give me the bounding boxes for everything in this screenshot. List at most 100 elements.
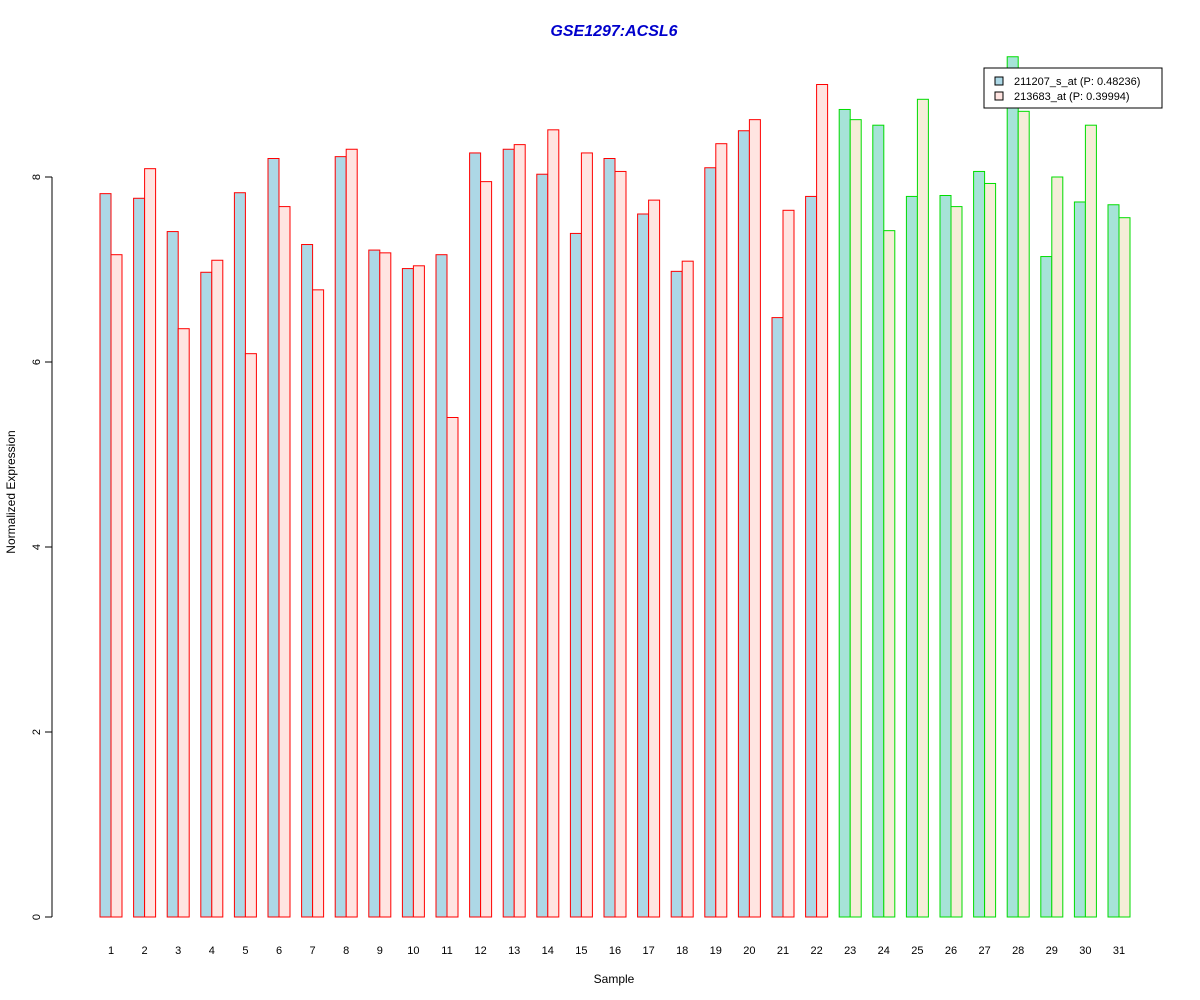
bar-series-2 [211,259,224,918]
bar-series-1 [267,158,280,918]
bar-series-1 [536,173,549,918]
bar-series-2 [883,230,896,918]
bar-series-2 [345,148,358,918]
x-tick-label: 7 [310,945,316,957]
bar-series-1 [133,197,146,918]
x-tick-label: 16 [609,945,621,957]
bar-series-1 [200,271,213,918]
x-tick-label: 9 [377,945,383,957]
x-tick-label: 26 [945,945,957,957]
bar-series-2 [748,119,761,918]
bar-series-1 [166,231,179,918]
bar-series-1 [569,232,582,918]
bar-series-1 [603,158,616,918]
bar-series-2 [1051,176,1064,918]
legend-label-series-2: 213683_at (P: 0.39994) [1014,91,1130,103]
bar-series-1 [99,193,112,918]
bar-series-1 [704,167,717,918]
x-tick-label: 14 [542,945,554,957]
bar-series-1 [737,130,750,918]
bar-series-1 [301,244,314,918]
bar-series-1 [1107,204,1120,918]
y-tick-label: 6 [31,359,43,365]
bar-series-1 [1006,56,1019,918]
y-tick-label: 4 [31,544,43,550]
bar-series-1 [637,213,650,918]
bar-series-2 [110,254,123,918]
legend-box [983,67,1163,109]
bar-series-1 [670,270,683,918]
bar-series-2 [782,209,795,918]
bar-series-1 [872,124,885,918]
x-tick-label: 3 [175,945,181,957]
x-axis-label: Sample [594,972,635,986]
bar-series-1 [939,195,952,918]
bar-series-2 [715,143,728,918]
y-tick-label: 8 [31,174,43,180]
x-tick-label: 28 [1012,945,1024,957]
bars-group [99,56,1131,918]
bar-series-1 [233,192,246,918]
y-axis-label: Normalized Expression [4,430,18,553]
x-tick-label: 20 [743,945,755,957]
x-tick-label: 1 [108,945,114,957]
x-tick-label: 13 [508,945,520,957]
bar-series-2 [144,168,157,918]
x-tick-label: 15 [575,945,587,957]
bar-series-1 [502,148,515,918]
bar-series-2 [614,170,627,918]
x-tick-label: 29 [1046,945,1058,957]
x-tick-label: 2 [142,945,148,957]
y-tick-label: 2 [31,729,43,735]
bar-series-2 [513,144,526,918]
x-tick-label: 5 [242,945,248,957]
y-tick-label: 0 [31,914,43,920]
bar-series-2 [1084,124,1097,918]
x-tick-label: 24 [878,945,890,957]
bar-series-1 [469,152,482,918]
bar-series-2 [480,181,493,918]
legend-label-series-1: 211207_s_at (P: 0.48236) [1014,76,1140,88]
x-tick-label: 27 [978,945,990,957]
bar-series-2 [312,289,325,918]
bar-series-2 [278,206,291,918]
x-tick-label: 4 [209,945,215,957]
bar-series-1 [838,108,851,918]
x-tick-label: 30 [1079,945,1091,957]
bar-series-2 [177,328,190,918]
x-tick-label: 12 [474,945,486,957]
x-axis-ticks: 1 2 3 4 5 6 7 8 9 10 11 12 13 14 15 16 17 18 19 20 21 22 23 24 2… [108,945,1125,957]
bar-series-1 [973,170,986,918]
bar-series-2 [816,84,829,918]
legend-swatch-series-1 [994,76,1004,86]
bar-series-2 [984,182,997,918]
bar-series-1 [1040,256,1053,918]
x-tick-label: 11 [441,945,452,957]
legend: 211207_s_at (P: 0.48236) 213683_at (P: 0… [983,67,1163,109]
bar-series-1 [1073,201,1086,918]
bar-series-1 [771,317,784,918]
x-tick-label: 21 [777,945,789,957]
bar-series-1 [368,249,381,918]
bar-series-2 [412,265,425,918]
chart-title: GSE1297:ACSL6 [550,23,677,40]
bar-series-2 [849,119,862,918]
x-tick-label: 19 [710,945,722,957]
bar-series-1 [805,195,818,918]
bar-series-2 [1118,217,1131,918]
bar-series-1 [435,254,448,918]
bar-series-2 [580,152,593,918]
y-axis: 0 2 4 6 8 [31,174,53,920]
x-tick-label: 8 [343,945,349,957]
x-tick-label: 22 [810,945,822,957]
legend-swatch-series-2 [994,91,1004,101]
bar-series-1 [401,268,414,918]
bar-series-2 [1017,110,1030,918]
bar-series-2 [681,260,694,918]
bar-series-2 [950,206,963,918]
bar-series-2 [379,252,392,918]
bar-series-2 [547,129,560,918]
x-tick-label: 6 [276,945,282,957]
